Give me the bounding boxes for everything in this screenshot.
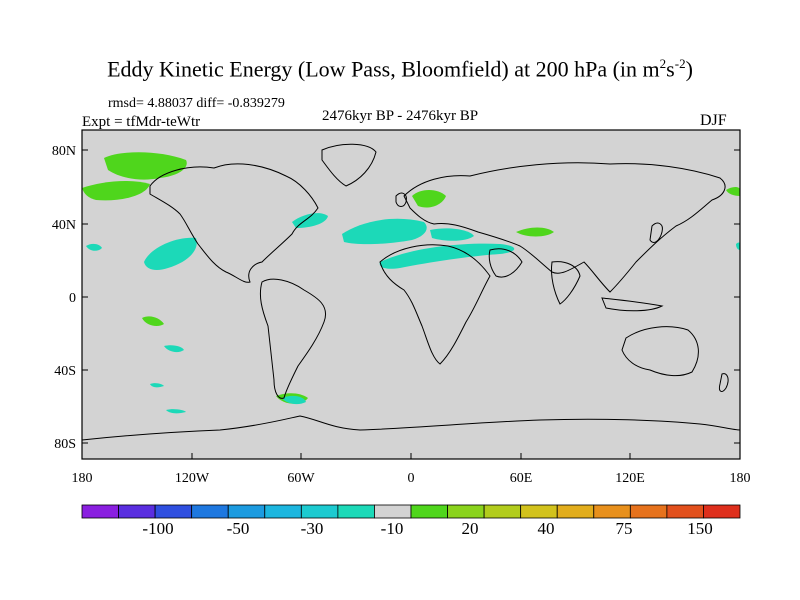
negative-region	[430, 228, 474, 241]
positive-region	[516, 227, 554, 237]
coastline-india	[551, 261, 581, 305]
colorbar	[81, 504, 741, 519]
negative-region	[379, 243, 515, 269]
coastline-antarctica	[81, 415, 741, 441]
positive-region	[142, 316, 164, 326]
positive-region	[82, 181, 150, 201]
negative-region	[86, 243, 102, 251]
colorbar-segment	[593, 504, 631, 519]
colorbar-segment	[520, 504, 558, 519]
coastline-north-america	[149, 163, 319, 283]
positive-region	[412, 190, 446, 208]
colorbar-segment	[410, 504, 448, 519]
negative-region	[164, 345, 184, 353]
coastline-indonesia	[601, 297, 664, 312]
colorbar-segment	[191, 504, 229, 519]
colorbar-label: 75	[616, 519, 633, 538]
map-title: Eddy Kinetic Energy (Low Pass, Bloomfiel…	[107, 56, 693, 82]
lat-tick-label: 40S	[54, 364, 76, 379]
colorbar-segment	[447, 504, 485, 519]
negative-region	[166, 409, 186, 414]
lon-tick-label: 180	[72, 471, 93, 486]
colorbar-label: -30	[301, 519, 324, 538]
lat-tick-label: 0	[69, 291, 76, 306]
lat-tick-label: 80S	[54, 437, 76, 452]
lon-tick-label: 60E	[510, 471, 533, 486]
lon-tick-label: 120E	[615, 471, 645, 486]
colorbar-segment	[374, 504, 412, 519]
colorbar-segment	[118, 504, 156, 519]
colorbar-segment	[556, 504, 595, 519]
colorbar-label: -50	[227, 519, 250, 538]
colorbar-label: -100	[142, 519, 173, 538]
lat-tick-label: 80N	[52, 144, 76, 159]
negative-region	[150, 383, 164, 388]
colorbar-label: 40	[538, 519, 555, 538]
colorbar-segment	[300, 504, 339, 519]
lon-tick-label: 120W	[175, 471, 210, 486]
colorbar-segment	[703, 504, 741, 519]
lon-tick-label: 60W	[287, 471, 315, 486]
colorbar-segment	[81, 504, 119, 519]
coastline-greenland	[321, 143, 377, 187]
lon-tick-label: 180	[730, 471, 751, 486]
coastline-australia	[621, 326, 699, 377]
coastlines	[81, 143, 741, 441]
coastline-south-america	[259, 278, 326, 399]
season-label: DJF	[700, 112, 727, 129]
lat-labels: 80N 40N 0 40S 80S	[52, 144, 76, 452]
experiment-label: Expt = tfMdr-teWtr	[82, 114, 201, 130]
coastline-uk	[395, 192, 407, 207]
colorbar-segment	[666, 504, 704, 519]
negative-region	[292, 213, 328, 228]
positive-region	[104, 152, 187, 180]
coastline-africa	[379, 244, 491, 365]
negative-anomaly-regions	[86, 213, 740, 414]
coastline-arabia	[488, 248, 523, 278]
period-label: 2476kyr BP - 2476kyr BP	[322, 108, 479, 124]
negative-region	[144, 237, 197, 270]
negative-region	[282, 395, 306, 405]
coastline-new-zealand	[719, 373, 729, 392]
lon-axis	[81, 453, 741, 459]
colorbar-segment	[227, 504, 266, 519]
negative-region	[736, 242, 740, 250]
lat-tick-label: 40N	[52, 218, 76, 233]
coastline-europe-asia	[403, 162, 726, 293]
colorbar-label: 20	[462, 519, 479, 538]
colorbar-labels: -100 -50 -30 -10 20 40 75 150	[142, 519, 712, 538]
colorbar-label: -10	[381, 519, 404, 538]
lat-axis	[82, 149, 740, 444]
colorbar-segment	[337, 504, 375, 519]
stats-label: rmsd= 4.88037 diff= -0.839279	[108, 96, 285, 111]
colorbar-segment	[154, 504, 193, 519]
coastline-japan	[649, 222, 663, 243]
lon-labels: 180 120W 60W 0 60E 120E 180	[72, 471, 751, 486]
colorbar-segment	[264, 504, 302, 519]
colorbar-segment	[483, 504, 522, 519]
colorbar-label: 150	[687, 519, 713, 538]
positive-region	[726, 187, 740, 196]
negative-region	[342, 218, 427, 245]
lon-tick-label: 0	[408, 471, 415, 486]
map-background	[82, 130, 740, 459]
colorbar-segment	[629, 504, 668, 519]
